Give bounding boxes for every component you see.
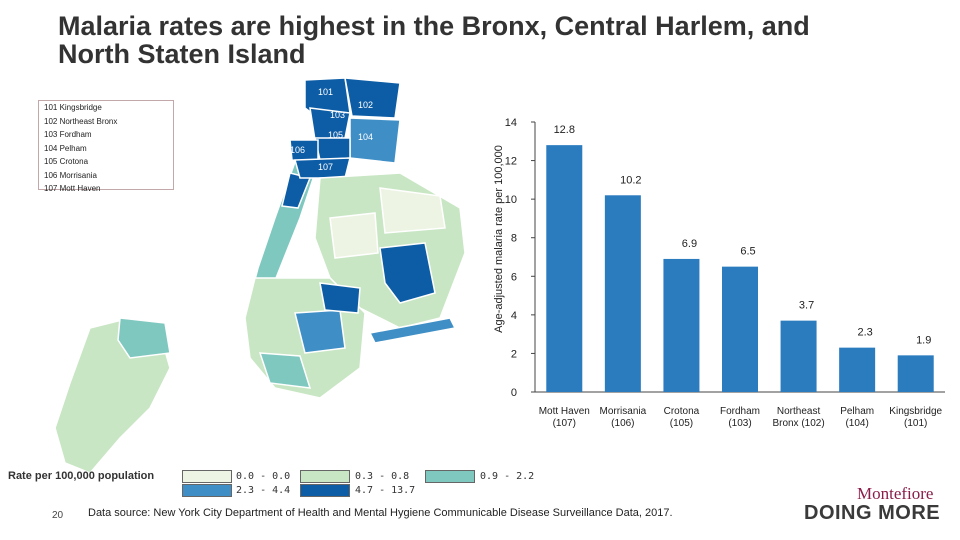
queens-northeast-region xyxy=(379,187,446,234)
bronx-crotona-region xyxy=(314,137,351,161)
bronx-northeast-region xyxy=(344,78,401,119)
x-category-label: Fordham xyxy=(720,406,760,417)
rate-label-1: 0.0 - 0.0 xyxy=(236,471,291,482)
brooklyn-east-region xyxy=(319,282,361,314)
y-tick-label: 8 xyxy=(511,233,517,245)
bar-value-label: 2.3 xyxy=(857,327,872,339)
rockaway-region xyxy=(368,317,457,344)
x-category-label: (106) xyxy=(611,418,634,429)
rate-legend-title: Rate per 100,000 population xyxy=(8,470,155,482)
rate-swatch-1 xyxy=(182,470,232,483)
x-category-label: (104) xyxy=(845,418,868,429)
map-label-105: 105 xyxy=(328,130,343,140)
bar-value-label: 12.8 xyxy=(554,124,575,136)
nyc-malaria-map: 101 102 103 104 105 106 107 xyxy=(54,78,466,474)
rate-swatch-2 xyxy=(300,470,350,483)
bar-2 xyxy=(604,195,641,392)
data-source-note: Data source: New York City Department of… xyxy=(88,507,673,519)
legend-item: 107 Mott Haven xyxy=(44,184,101,193)
bar-7 xyxy=(897,355,934,392)
y-tick-label: 12 xyxy=(505,156,517,168)
rate-label-3: 0.9 - 2.2 xyxy=(480,471,535,482)
x-category-label: Mott Haven xyxy=(539,406,590,417)
y-tick-label: 14 xyxy=(505,117,517,129)
y-tick-label: 2 xyxy=(511,348,517,360)
montefiore-logo-text: Montefiore xyxy=(857,484,934,503)
x-category-label: (107) xyxy=(553,418,576,429)
bar-value-label: 3.7 xyxy=(799,300,814,312)
y-axis-label: Age-adjusted malaria rate per 100,000 xyxy=(493,145,505,333)
x-category-label: Northeast xyxy=(777,406,821,417)
legend-item: 102 Northeast Bronx xyxy=(44,116,118,126)
x-category-label: Pelham xyxy=(840,406,874,417)
page-title: Malaria rates are highest in the Bronx, … xyxy=(58,11,810,69)
bar-4 xyxy=(722,266,758,392)
legend-item: 105 Crotona xyxy=(44,157,89,166)
map-label-101: 101 xyxy=(318,87,333,97)
page-number: 20 xyxy=(52,510,64,521)
map-district-labels: 101 102 103 104 105 106 107 xyxy=(290,87,373,172)
legend-item: 103 Fordham xyxy=(44,130,92,139)
rate-label-5: 4.7 - 13.7 xyxy=(355,485,416,496)
map-label-106: 106 xyxy=(290,145,305,155)
bar-value-label: 6.5 xyxy=(740,246,755,258)
bar-value-label: 6.9 xyxy=(682,238,697,250)
bar-6 xyxy=(839,347,876,392)
district-legend: 101 Kingsbridge 102 Northeast Bronx 103 … xyxy=(38,100,174,193)
x-category-label: Morrisania xyxy=(600,406,647,417)
rate-label-2: 0.3 - 0.8 xyxy=(355,471,410,482)
malaria-rate-bar-chart: Age-adjusted malaria rate per 100,000 0 2… xyxy=(493,117,945,429)
rate-swatch-5 xyxy=(300,484,350,497)
legend-item: 104 Pelham xyxy=(44,143,87,153)
x-category-label: (101) xyxy=(904,418,927,429)
legend-item: 106 Morrisania xyxy=(44,170,97,180)
rate-swatch-3 xyxy=(425,470,475,483)
bar-5 xyxy=(780,320,817,392)
y-tick-label: 4 xyxy=(511,310,517,322)
map-label-103: 103 xyxy=(330,110,345,120)
bar-3 xyxy=(663,258,700,392)
rate-label-4: 2.3 - 4.4 xyxy=(236,485,291,496)
bar-1 xyxy=(546,145,583,392)
y-tick-label: 6 xyxy=(511,271,517,283)
y-tick-label: 10 xyxy=(505,194,517,206)
bar-value-label: 10.2 xyxy=(620,174,641,186)
map-label-102: 102 xyxy=(358,100,373,110)
bar-value-label: 1.9 xyxy=(916,334,931,346)
rate-swatch-4 xyxy=(182,484,232,497)
x-category-label: Crotona xyxy=(664,406,700,417)
x-category-label: Kingsbridge xyxy=(889,406,942,417)
x-category-label: Bronx (102) xyxy=(772,418,824,429)
y-tick-label: 0 xyxy=(511,387,517,399)
doing-more-logo-text: DOING MORE xyxy=(804,502,941,524)
queens-jamaica-region xyxy=(379,242,436,304)
x-category-label: (103) xyxy=(728,418,751,429)
brooklyn-south-region xyxy=(258,352,312,389)
legend-item: 101 Kingsbridge xyxy=(44,103,102,112)
map-label-104: 104 xyxy=(358,132,373,142)
queens-west-region xyxy=(329,212,379,259)
north-staten-island-region xyxy=(117,317,171,359)
x-category-label: (105) xyxy=(670,418,693,429)
brooklyn-flatbush-region xyxy=(294,309,346,354)
map-label-107: 107 xyxy=(318,162,333,172)
